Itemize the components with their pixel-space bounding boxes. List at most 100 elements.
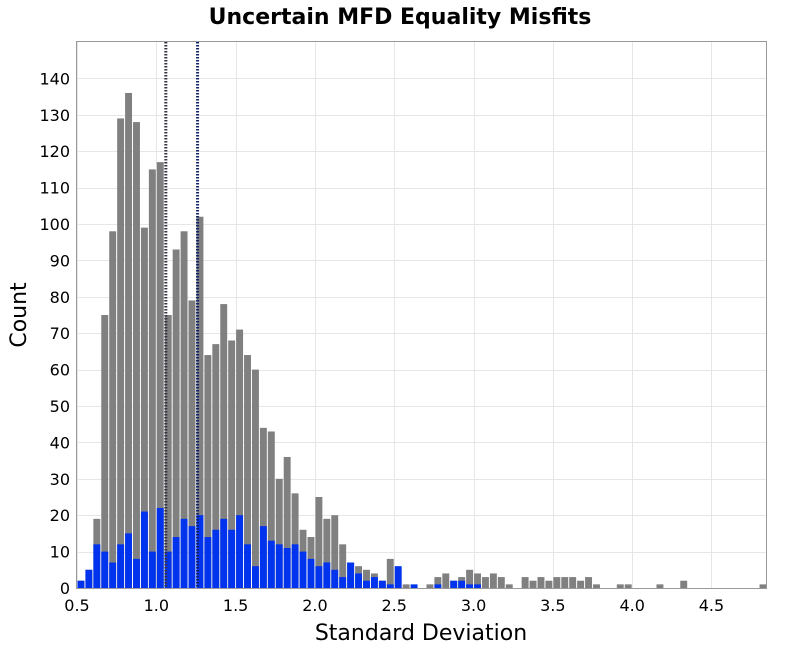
x-tick-label: 4.0	[619, 596, 644, 615]
histogram-bar-series-1	[180, 231, 188, 588]
histogram-bar-series-2	[164, 551, 172, 588]
histogram-bar-series-2	[466, 584, 474, 588]
histogram-bar-series-2	[133, 558, 140, 588]
y-tick-label: 10	[50, 543, 70, 562]
histogram-bar-series-1	[101, 315, 109, 588]
y-tick-label: 40	[50, 433, 70, 452]
histogram-bar-series-1	[759, 584, 767, 588]
histogram-bar-series-2	[307, 558, 315, 588]
histogram-bar-series-1	[434, 577, 442, 588]
x-tick-label: 4.5	[699, 596, 724, 615]
histogram-bar-series-2	[188, 526, 196, 588]
histogram-bar-series-1	[259, 427, 267, 588]
histogram-bar-series-2	[93, 544, 101, 588]
histogram-bar-series-2	[172, 537, 180, 588]
reference-lines	[164, 42, 200, 588]
histogram-bar-series-1	[323, 518, 331, 588]
y-tick-label: 0	[60, 579, 70, 598]
histogram-bar-series-1	[529, 580, 537, 588]
histogram-bar-series-1	[188, 300, 196, 588]
histogram-bar-series-1	[140, 227, 148, 588]
histogram-bar-series-1	[315, 497, 323, 588]
histogram-bar-series-1	[109, 231, 117, 588]
histogram-bar-series-1	[220, 304, 228, 588]
histogram-bar-series-2	[267, 540, 275, 588]
histogram-bar-series-1	[244, 355, 251, 588]
histogram-bar-series-1	[585, 577, 593, 588]
grid-lines	[77, 42, 767, 589]
histogram-bar-series-2	[275, 544, 283, 588]
x-tick-label: 3.5	[540, 596, 565, 615]
histogram-bar-series-1	[402, 584, 410, 588]
histogram-bar-series-2	[355, 573, 363, 588]
x-tick-label: 1.5	[223, 596, 248, 615]
histogram-bar-series-1	[283, 456, 291, 588]
histogram-bar-series-1	[466, 569, 474, 588]
y-tick-label: 20	[50, 506, 70, 525]
histogram-bar-series-2	[315, 566, 323, 588]
histogram-bar-series-2	[378, 580, 386, 588]
histogram-bar-series-2	[180, 518, 188, 588]
histogram-bar-series-2	[220, 518, 228, 588]
histogram-bar-series-1	[204, 355, 212, 588]
histogram-bar-series-1	[481, 577, 489, 588]
histogram-bar-series-1	[228, 340, 236, 588]
x-tick-label: 2.5	[382, 596, 407, 615]
histogram-bar-series-1	[553, 577, 561, 588]
histogram-bar-series-1	[569, 577, 577, 588]
histogram-bar-series-2	[101, 551, 109, 588]
y-tick-label: 120	[39, 142, 70, 161]
histogram-bar-series-1	[537, 577, 545, 588]
histogram-bar-series-2	[323, 562, 331, 588]
histogram-bar-series-2	[77, 580, 85, 588]
histogram-bar-series-1	[386, 558, 394, 588]
histogram-bar-series-1	[545, 580, 553, 588]
histogram-bar-series-2	[331, 569, 339, 588]
histogram-bar-series-1	[521, 577, 529, 588]
chart-title: Uncertain MFD Equality Misfits	[209, 5, 592, 30]
histogram-bar-series-1	[291, 493, 299, 588]
x-tick-label: 0.5	[64, 596, 89, 615]
histogram-bar-series-1	[156, 162, 164, 588]
histogram-bar-series-1	[164, 315, 172, 588]
histogram-bar-series-1	[561, 577, 569, 588]
histogram-bar-series-1	[133, 122, 140, 588]
y-tick-label: 80	[50, 288, 70, 307]
y-tick-label: 110	[39, 179, 70, 198]
histogram-bar-series-2	[148, 551, 156, 588]
histogram-bar-series-2	[363, 580, 370, 588]
histogram-bar-series-2	[386, 584, 394, 588]
histogram-bar-series-2	[410, 584, 418, 588]
histogram-bar-series-2	[244, 544, 251, 588]
histogram-bar-series-2	[204, 537, 212, 588]
y-tick-label: 140	[39, 69, 70, 88]
x-tick-label: 3.0	[461, 596, 486, 615]
histogram-bar-series-1	[474, 573, 481, 588]
histogram-bar-series-1	[505, 584, 513, 588]
histogram-bar-series-1	[680, 580, 688, 588]
histogram-bar-series-1	[656, 584, 664, 588]
histogram-bar-series-1	[426, 584, 434, 588]
histogram-bar-series-1	[172, 249, 180, 589]
histogram-bar-series-2	[458, 580, 466, 588]
y-tick-label: 100	[39, 215, 70, 234]
histogram-bar-series-2	[291, 544, 299, 588]
y-ticks: 0 10 20 30 40 50 60 70 80 90 100 110 120 130 140	[39, 69, 70, 598]
histogram-bar-series-2	[347, 562, 355, 588]
x-axis-label: Standard Deviation	[315, 621, 527, 646]
histogram-bar-series-1	[331, 515, 339, 588]
y-tick-label: 50	[50, 397, 70, 416]
y-tick-label: 60	[50, 361, 70, 380]
histogram-bar-series-1	[267, 431, 275, 588]
histogram-bar-series-1	[117, 118, 125, 588]
histogram-bar-series-2	[299, 551, 307, 588]
histogram-bar-series-1	[442, 573, 450, 588]
histogram-bar-series-2	[196, 515, 204, 588]
histogram-bar-series-2	[212, 529, 220, 588]
histogram-bar-series-2	[228, 529, 236, 588]
histogram-bar-series-2	[339, 577, 347, 588]
x-tick-label: 1.0	[144, 596, 169, 615]
histogram-bar-series-2	[394, 566, 402, 588]
histogram-bar-series-1	[339, 544, 347, 588]
